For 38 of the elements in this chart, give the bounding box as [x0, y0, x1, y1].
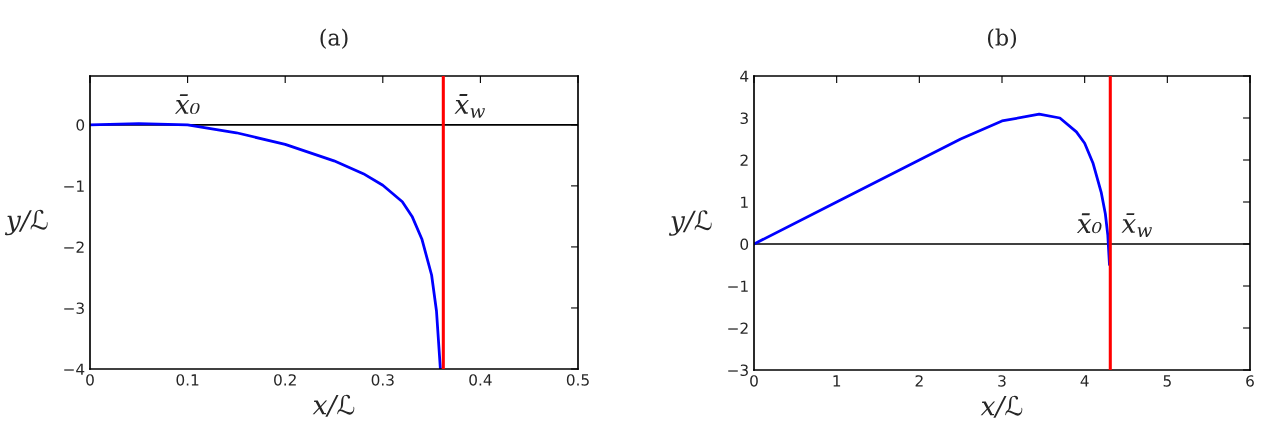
y-tick-label: −3 — [728, 364, 748, 377]
line-series — [754, 112, 1111, 266]
y-tick-label: −3 — [64, 302, 84, 314]
y-tick-label: −1 — [64, 180, 84, 192]
x-tick-label: 0.1 — [176, 374, 199, 386]
x-axis-title: x/ℒ — [980, 395, 1023, 418]
x-tick-label: 3 — [998, 375, 1006, 387]
x-tick-label: 6 — [1246, 375, 1254, 387]
x-tick-label: 0.4 — [469, 374, 492, 386]
y-tick-label: 2 — [740, 154, 748, 166]
y-tick-label: 0 — [740, 238, 749, 251]
y-tick-label: −2 — [64, 241, 84, 253]
x-tick-label: 5 — [1163, 375, 1171, 387]
x-tick-label: 2 — [915, 375, 923, 387]
y-axis-title: y/ℒ — [4, 209, 48, 236]
x-tick-label: 0.2 — [274, 374, 296, 386]
x-tick-label: 0 — [86, 374, 94, 386]
y-tick-label: 0 — [76, 119, 85, 131]
chart-title: (a) — [320, 28, 348, 49]
y-tick-label: −2 — [728, 322, 748, 334]
y-axis-title: y/ℒ — [668, 210, 712, 236]
x-tick-label: 0.3 — [371, 374, 394, 386]
x-axis-title: x/ℒ — [312, 394, 355, 417]
y-tick-label: −1 — [728, 280, 748, 292]
y-tick-label: 1 — [741, 196, 748, 208]
chart-title: (b) — [987, 28, 1017, 49]
x-tick-label: 0 — [750, 375, 758, 387]
line-series — [90, 122, 442, 369]
y-tick-label: −4 — [64, 363, 85, 375]
x-tick-label: 1 — [833, 375, 841, 387]
annotation: x̄₀ — [174, 94, 200, 115]
x-tick-label: 4 — [1080, 375, 1089, 387]
x-tick-label: 0.5 — [566, 374, 589, 386]
y-tick-label: 3 — [740, 112, 748, 125]
y-tick-label: 4 — [740, 70, 749, 82]
ref-line-label: x̄$_{w}$ — [1121, 213, 1152, 237]
annotation: x̄₀ — [1076, 213, 1102, 234]
ref-line-label: x̄$_{w}$ — [454, 94, 485, 118]
